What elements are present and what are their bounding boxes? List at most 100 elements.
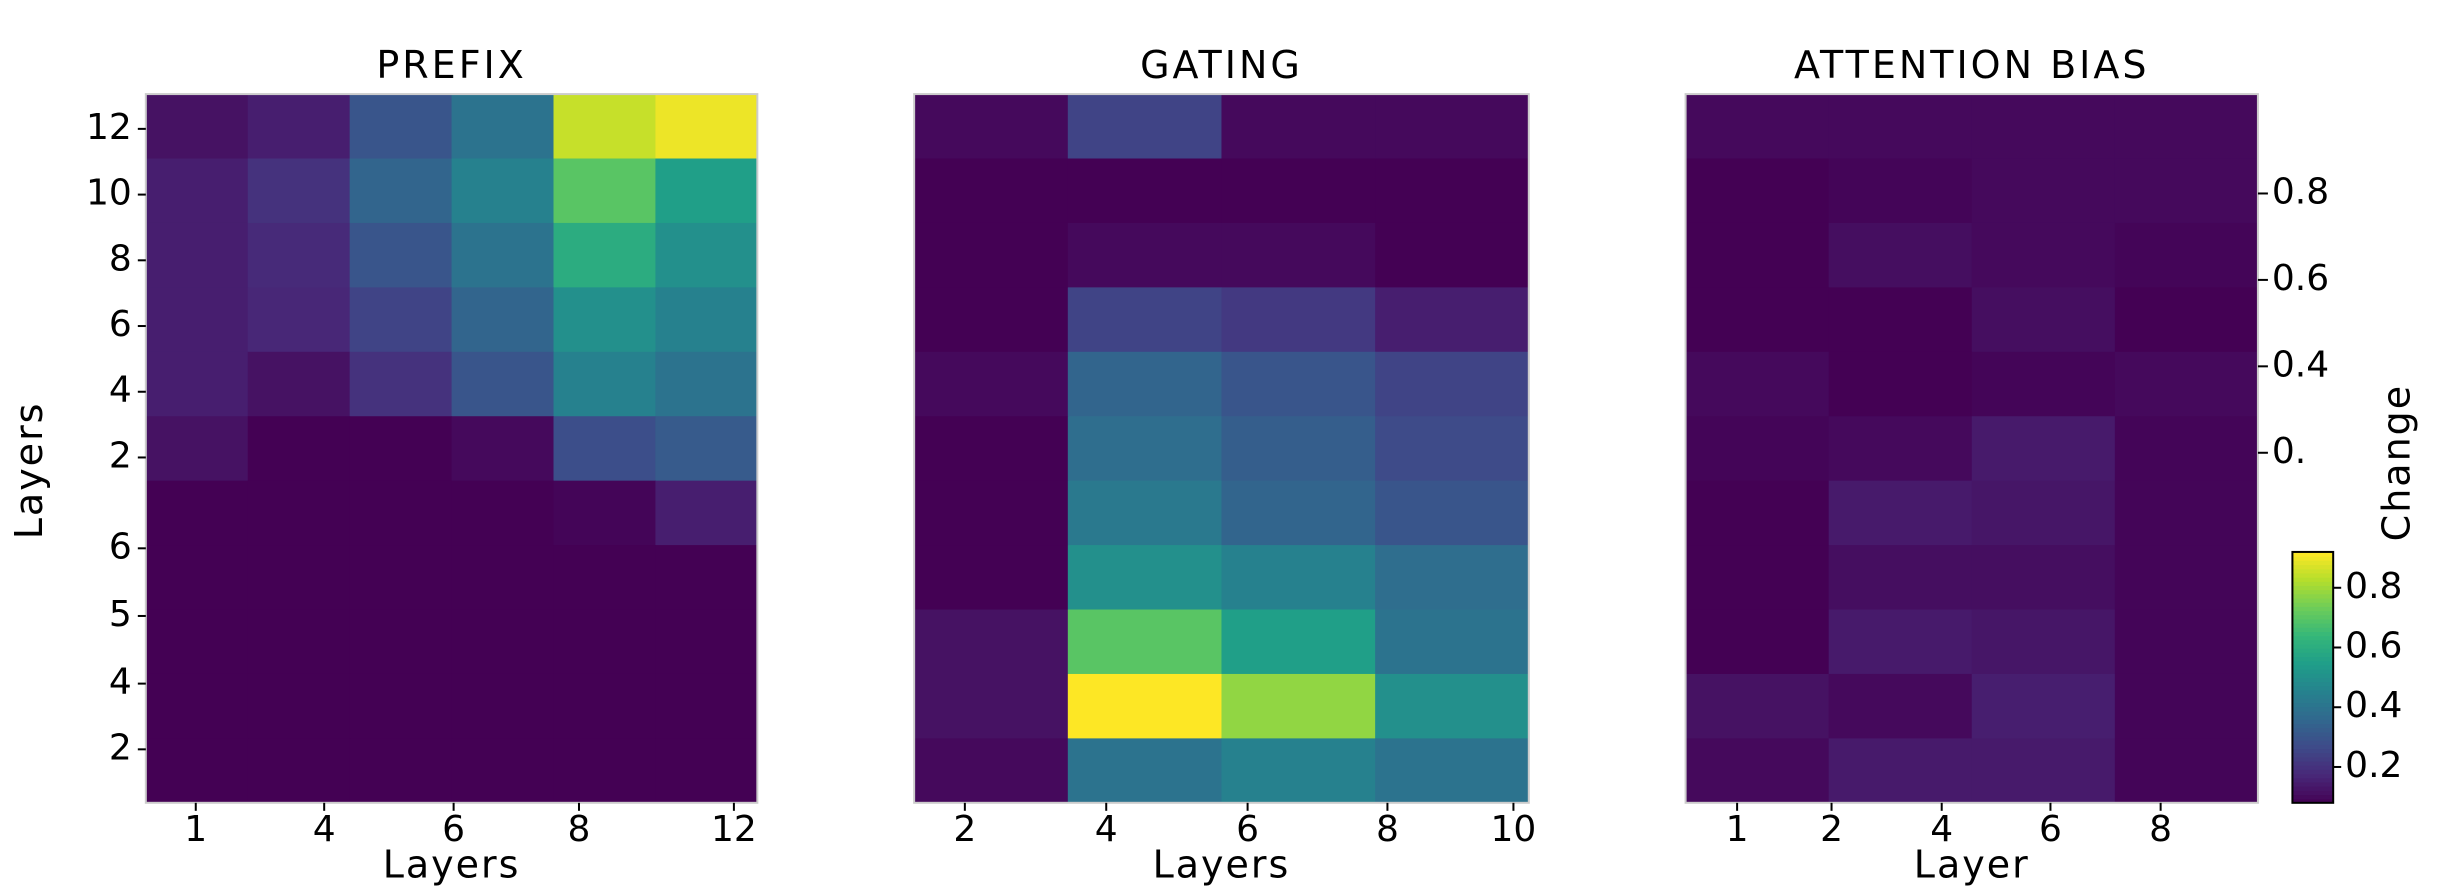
colorbar-slice <box>2292 790 2334 796</box>
colorbar-slice <box>2292 752 2334 758</box>
colorbar-slice <box>2292 606 2334 612</box>
heatmap-cell <box>1221 609 1376 675</box>
panel-title: GATING <box>1140 43 1303 87</box>
y-tick-label: 5 <box>109 594 132 635</box>
colorbar-slice <box>2292 740 2334 745</box>
heatmap-cell <box>145 222 249 288</box>
heatmap-cell <box>145 545 249 611</box>
heatmap-cell <box>655 609 758 675</box>
colorbar-slice <box>2292 756 2334 762</box>
x-tick-label: 8 <box>2149 809 2172 850</box>
colorbar-slice <box>2292 794 2334 800</box>
panel-title: PREFIX <box>376 43 526 87</box>
heatmap-cell <box>914 545 1069 611</box>
colorbar-slice <box>2292 639 2334 645</box>
heatmap-cell <box>1685 673 1830 739</box>
colorbar-slice <box>2292 761 2334 766</box>
heatmap-cell <box>451 738 555 804</box>
heatmap-cell <box>2114 351 2259 417</box>
heatmap-cell <box>145 287 249 353</box>
heatmap-cell <box>1971 94 2116 160</box>
heatmap-cell <box>1828 480 1973 546</box>
x-axis-label: Layer <box>1914 843 2030 887</box>
y-tick-label: 6 <box>109 526 132 567</box>
heatmap-cell <box>655 545 758 611</box>
x-tick-label: 4 <box>1095 809 1118 850</box>
heatmap-cell <box>1971 673 2116 739</box>
heatmap-cell <box>247 158 351 224</box>
colorbar-slice <box>2292 786 2334 791</box>
heatmap-cell <box>145 673 249 739</box>
x-tick-label: 8 <box>568 809 591 850</box>
colorbar-slice <box>2292 773 2334 779</box>
heatmap-cell <box>451 351 555 417</box>
heatmap-cell <box>1375 287 1530 353</box>
colorbar-slice <box>2292 702 2334 708</box>
heatmap-cell <box>1067 609 1222 675</box>
heatmap-cell <box>247 480 351 546</box>
heatmap-cell <box>1067 480 1222 546</box>
heatmap-cell <box>1971 738 2116 804</box>
colorbar-tick-label: 0.6 <box>2345 626 2402 667</box>
heatmap-cell <box>451 94 555 160</box>
heatmap-cell <box>1375 673 1530 739</box>
heatmap-cell <box>145 738 249 804</box>
heatmap-cell <box>1375 158 1530 224</box>
y-tick-label: 2 <box>109 727 132 768</box>
y-tick-label: 10 <box>86 173 132 214</box>
heatmap-cell <box>2114 94 2259 160</box>
heatmap-cell <box>553 158 656 224</box>
colorbar-slice <box>2292 731 2334 737</box>
plot-frame <box>1684 93 2259 804</box>
x-tick-label: 10 <box>1491 809 1537 850</box>
heatmap-cell <box>1828 738 1973 804</box>
y-tick-label: 6 <box>109 304 132 345</box>
heatmap-cell <box>1067 222 1222 288</box>
y-axis-label: Layers <box>7 402 51 540</box>
heatmap-cell <box>1685 94 1830 160</box>
colorbar-slice <box>2292 627 2334 632</box>
heatmap-cell <box>655 94 758 160</box>
heatmap-cell <box>1221 222 1376 288</box>
heatmap-cell <box>1067 545 1222 611</box>
heatmap-cell <box>349 94 453 160</box>
heatmap-cell <box>349 738 453 804</box>
colorbar-slice <box>2292 710 2334 716</box>
colorbar-slice <box>2292 556 2334 561</box>
colorbar-slice <box>2292 551 2334 557</box>
heatmap-cell <box>914 158 1069 224</box>
colorbar-slice <box>2292 656 2334 662</box>
heatmap-cell <box>553 738 656 804</box>
heatmap-cell <box>1221 287 1376 353</box>
colorbar-slice <box>2292 777 2334 783</box>
heatmap-cell <box>349 545 453 611</box>
x-axis-label: Layers <box>1153 843 1291 887</box>
x-tick-label: 2 <box>1820 809 1843 850</box>
colorbar-slice <box>2292 614 2334 620</box>
heatmap-cell <box>247 738 351 804</box>
y-tick-label: 4 <box>109 370 132 411</box>
y-tick-label: 8 <box>109 238 132 279</box>
heatmap-cell <box>1067 158 1222 224</box>
heatmap-cell <box>1375 480 1530 546</box>
colorbar-slice <box>2292 685 2334 691</box>
heatmap-cell <box>451 158 555 224</box>
heatmap-cell <box>914 351 1069 417</box>
heatmap-cell <box>145 609 249 675</box>
heatmap-cell <box>655 480 758 546</box>
heatmap-cell <box>1685 416 1830 482</box>
heatmap-cell <box>2114 416 2259 482</box>
heatmap-cell <box>1685 222 1830 288</box>
colorbar-slice <box>2292 602 2334 607</box>
heatmap-cell <box>655 222 758 288</box>
colorbar-slice <box>2292 798 2334 804</box>
heatmap-cell <box>1971 609 2116 675</box>
heatmap-cell <box>1971 287 2116 353</box>
heatmap-cell <box>1971 158 2116 224</box>
colorbar-slice <box>2292 769 2334 775</box>
colorbar-slice <box>2292 765 2334 770</box>
heatmap-cell <box>655 158 758 224</box>
colorbar-slice <box>2292 669 2334 674</box>
heatmap-cell <box>1221 545 1376 611</box>
